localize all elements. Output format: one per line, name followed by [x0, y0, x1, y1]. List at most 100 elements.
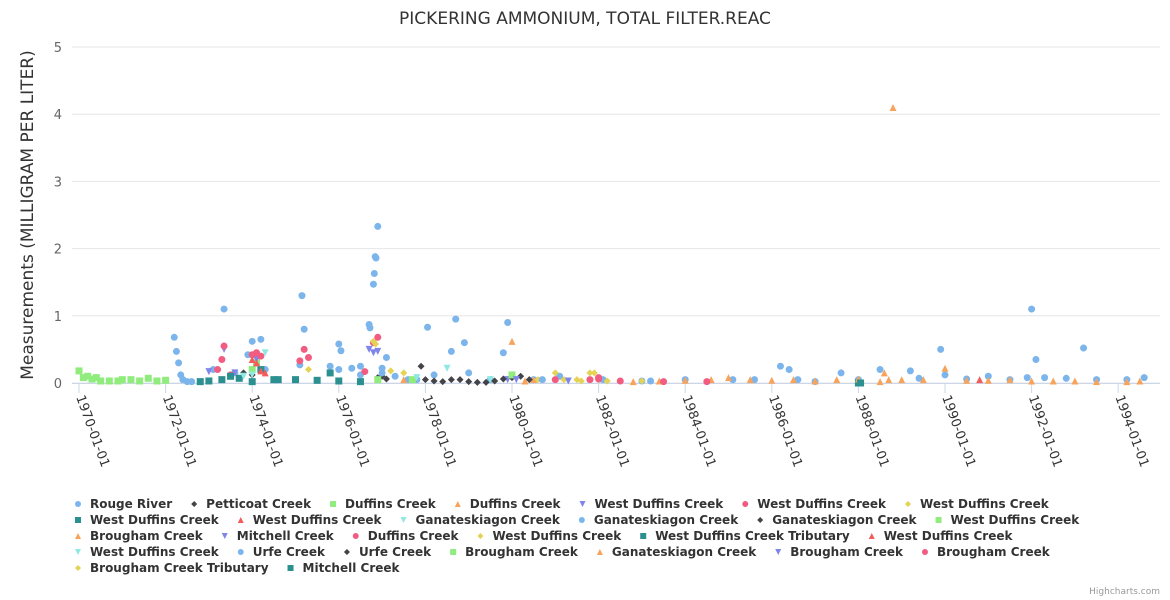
data-point: [512, 376, 520, 384]
legend-label: Petticoat Creek: [206, 497, 312, 511]
data-point: [876, 366, 884, 374]
credits-link[interactable]: Highcharts.com: [1089, 587, 1160, 597]
x-tick-label: 1988-01-01: [852, 393, 892, 469]
series-9: [240, 349, 494, 384]
legend-item[interactable]: West Duffins Creek: [579, 497, 725, 511]
legend-item[interactable]: West Duffins Creek: [477, 529, 622, 543]
legend-item[interactable]: West Duffins Creek: [868, 529, 1014, 543]
legend-symbol-icon: [287, 565, 294, 571]
legend-item[interactable]: Rouge River: [75, 497, 172, 511]
data-point: [1080, 344, 1088, 352]
data-point: [508, 371, 516, 379]
legend-item[interactable]: Urfe Creek: [237, 545, 326, 559]
legend-item[interactable]: West Duffins Creek: [905, 497, 1050, 511]
data-point: [439, 378, 447, 386]
data-point: [205, 377, 213, 385]
legend-item[interactable]: West Duffins Creek: [237, 513, 383, 527]
data-point: [248, 337, 256, 345]
data-point: [647, 377, 655, 385]
data-point: [876, 378, 884, 386]
legend-symbol-icon: [578, 517, 585, 523]
y-tick-label: 2: [54, 243, 62, 258]
legend-symbol-icon: [757, 517, 764, 523]
legend-item[interactable]: Brougham Creek: [921, 545, 1051, 559]
legend-item[interactable]: Mitchell Creek: [287, 561, 401, 575]
legend-label: Duffins Creek: [368, 529, 460, 543]
legend-label: Brougham Creek: [790, 545, 904, 559]
data-point: [443, 364, 451, 372]
legend-item[interactable]: Duffins Creek: [454, 497, 562, 511]
legend-label: Brougham Creek: [465, 545, 579, 559]
data-point: [885, 376, 893, 384]
legend-item[interactable]: Brougham Creek: [450, 545, 579, 559]
series-12: [408, 371, 516, 384]
legend-label: West Duffins Creek: [595, 497, 725, 511]
legend-symbol-icon: [237, 517, 244, 523]
series-19: [413, 374, 421, 382]
y-tick-label: 1: [54, 310, 62, 325]
x-tick-label: 1986-01-01: [765, 393, 805, 469]
legend-item[interactable]: Urfe Creek: [343, 545, 432, 559]
y-tick-label: 5: [54, 41, 62, 56]
legend-item[interactable]: Duffins Creek: [352, 529, 460, 543]
legend-item[interactable]: Ganateskiagon Creek: [596, 545, 757, 559]
data-point: [491, 377, 499, 385]
data-point: [424, 323, 432, 331]
data-point: [335, 340, 343, 348]
legend-symbol-icon: [775, 549, 782, 555]
data-point: [551, 369, 559, 377]
legend-item[interactable]: West Duffins Creek: [75, 545, 220, 559]
data-point: [447, 376, 455, 384]
legend-label: West Duffins Creek: [757, 497, 887, 511]
data-point: [413, 374, 421, 382]
legend-item[interactable]: West Duffins Creek: [742, 497, 887, 511]
x-tick-label: 1984-01-01: [678, 393, 718, 469]
data-point: [114, 377, 122, 385]
x-tick-label: 1978-01-01: [419, 393, 459, 469]
data-point: [603, 377, 611, 385]
data-point: [257, 335, 265, 343]
legend-label: West Duffins Creek: [884, 529, 1014, 543]
legend-item[interactable]: Petticoat Creek: [191, 497, 312, 511]
data-point: [92, 374, 100, 382]
legend-label: Ganateskiagon Creek: [612, 545, 757, 559]
data-point: [1023, 374, 1031, 382]
legend-item[interactable]: West Duffins Creek: [75, 513, 220, 527]
legend-item[interactable]: West Duffins Creek Tributary: [640, 529, 850, 543]
legend-item[interactable]: Ganateskiagon Creek: [757, 513, 918, 527]
series-0: [170, 222, 1148, 386]
data-point: [1032, 355, 1040, 363]
y-axis-ticks: 0 1 2 3 4 5: [54, 41, 62, 392]
legend-item[interactable]: Mitchell Creek: [221, 529, 335, 543]
data-point: [703, 378, 711, 386]
data-point: [564, 377, 572, 385]
legend-symbol-icon: [640, 533, 647, 539]
data-point: [253, 359, 261, 367]
legend-item[interactable]: West Duffins Creek: [935, 513, 1081, 527]
data-point: [304, 353, 312, 361]
data-point: [335, 377, 343, 385]
data-point: [447, 347, 455, 355]
data-point: [292, 376, 299, 384]
data-point: [374, 347, 382, 355]
x-tick-label: 1970-01-01: [72, 393, 112, 469]
data-point: [984, 376, 992, 384]
data-point: [465, 369, 473, 377]
legend-label: West Duffins Creek: [253, 513, 383, 527]
legend-item[interactable]: Ganateskiagon Creek: [578, 513, 739, 527]
data-point: [906, 367, 914, 375]
series-10: [335, 362, 386, 377]
legend-item[interactable]: Brougham Creek: [775, 545, 904, 559]
legend-item[interactable]: Brougham Creek: [75, 529, 204, 543]
data-point: [577, 377, 585, 385]
data-point: [105, 377, 113, 385]
legend-item[interactable]: Ganateskiagon Creek: [400, 513, 561, 527]
x-tick-label: 1976-01-01: [332, 393, 372, 469]
legend-item[interactable]: Duffins Creek: [330, 497, 437, 511]
series-23: [880, 103, 897, 384]
legend-label: West Duffins Creek Tributary: [655, 529, 850, 543]
data-point: [374, 222, 382, 230]
legend-item[interactable]: Brougham Creek Tributary: [75, 561, 269, 575]
series-18: [976, 376, 984, 384]
data-point: [248, 371, 256, 379]
